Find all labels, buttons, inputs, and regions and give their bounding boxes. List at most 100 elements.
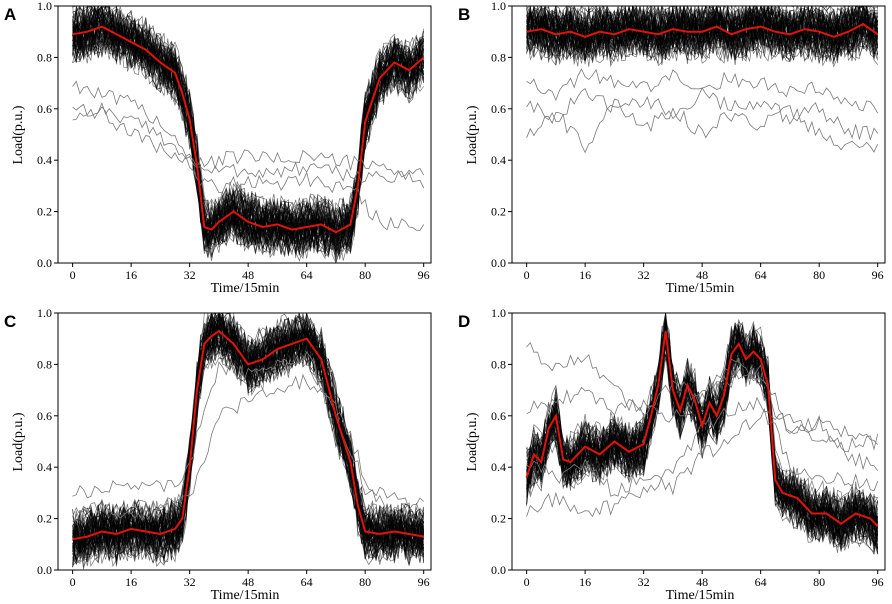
bundle-curve <box>526 327 879 554</box>
x-tick-label: 80 <box>813 575 825 589</box>
y-tick-label: 1.0 <box>491 306 506 320</box>
panel-b-label: B <box>458 5 470 24</box>
x-tick-label: 96 <box>872 268 884 282</box>
panel-b-xlabel: Time/15min <box>666 281 735 296</box>
panel-a-label: A <box>4 5 16 24</box>
typical-curve <box>72 329 424 541</box>
axes-frame <box>511 5 886 264</box>
axes-frame <box>511 312 886 571</box>
bundle-curve <box>72 32 425 258</box>
y-tick-label: 0.0 <box>491 563 506 577</box>
panel-b: B 0 16 32 48 64 80 96 0.0 0.2 0.4 0.6 0.8 1.0 Time/1… <box>458 0 886 296</box>
bundle-curve <box>72 26 424 258</box>
bundle-curve <box>526 6 879 49</box>
x-tick-label: 16 <box>125 575 137 589</box>
outlier-curve <box>526 396 879 518</box>
typical-curve <box>526 22 879 38</box>
bundle-curve <box>526 6 878 49</box>
x-tick-label: 48 <box>696 575 708 589</box>
x-tick-label: 48 <box>696 268 708 282</box>
panel-a-xlabel: Time/15min <box>211 281 280 296</box>
x-tick-label: 32 <box>638 575 650 589</box>
y-tick-label: 0.6 <box>37 102 52 116</box>
x-tick-label: 16 <box>579 575 591 589</box>
x-tick-label: 32 <box>184 575 196 589</box>
bundle-curve <box>526 328 879 548</box>
panel-c-label: C <box>4 312 16 331</box>
y-tick-label: 0.6 <box>491 409 506 423</box>
y-tick-label: 0.0 <box>37 256 52 270</box>
panel-p2-lines <box>72 313 425 570</box>
bundle-curve <box>526 338 879 531</box>
panel-d-xlabel: Time/15min <box>666 588 735 603</box>
bundle-curve <box>72 26 425 261</box>
outlier-curve <box>526 68 879 114</box>
panel-d-label: D <box>458 312 470 331</box>
panel-d-ylabel: Load(p.u.) <box>465 412 480 471</box>
x-tick-label: 64 <box>301 575 313 589</box>
panel-p3-lines <box>525 313 879 555</box>
x-tick-label: 80 <box>813 268 825 282</box>
x-tick-label: 32 <box>638 268 650 282</box>
bundle-curve <box>526 6 879 44</box>
bundle-curve <box>72 317 425 553</box>
x-tick-label: 96 <box>872 575 884 589</box>
bundle-curve <box>72 315 425 547</box>
y-tick-label: 1.0 <box>37 0 52 13</box>
panel-b-ylabel: Load(p.u.) <box>465 105 480 164</box>
y-tick-label: 0.8 <box>491 357 506 371</box>
y-tick-label: 0.2 <box>37 512 52 526</box>
y-tick-label: 0.4 <box>491 460 506 474</box>
panel-d-plot: 0 16 32 48 64 80 96 0.0 0.2 0.4 0.6 0.8 1.0 <box>491 306 886 589</box>
y-tick-label: 0.8 <box>37 357 52 371</box>
y-tick-label: 0.6 <box>37 409 52 423</box>
typical-curve <box>72 25 425 234</box>
panel-c-xlabel: Time/15min <box>211 588 280 603</box>
bundle-curve <box>526 334 879 554</box>
x-tick-label: 0 <box>70 575 76 589</box>
axes-frame <box>57 5 432 264</box>
y-tick-label: 1.0 <box>37 306 52 320</box>
outlier-curve <box>526 341 879 471</box>
outlier-curve <box>72 351 424 511</box>
y-tick-label: 0.4 <box>491 153 506 167</box>
bundle-curve <box>72 331 425 562</box>
y-tick-label: 0.8 <box>37 50 52 64</box>
bundle-curve <box>72 313 424 550</box>
x-tick-label: 32 <box>184 268 196 282</box>
x-tick-label: 64 <box>301 268 313 282</box>
outlier-curve <box>526 98 879 154</box>
y-tick-label: 0.8 <box>491 50 506 64</box>
x-tick-label: 48 <box>242 575 254 589</box>
bundle-curve <box>72 23 425 263</box>
x-tick-label: 96 <box>418 575 430 589</box>
outlier-curve <box>526 407 879 497</box>
x-tick-label: 80 <box>359 268 371 282</box>
outlier-curve <box>526 364 878 445</box>
panel-c-plot: 0 16 32 48 64 80 96 0.0 0.2 0.4 0.6 0.8 1.0 <box>37 306 432 589</box>
outlier-curve <box>72 103 425 231</box>
x-tick-label: 0 <box>524 268 530 282</box>
bundle-curve <box>526 6 879 55</box>
panel-c: C 0 16 32 48 64 80 96 0.0 0.2 0.4 0.6 0.8 1.0 Time/1… <box>4 306 432 603</box>
panel-a-ylabel: Load(p.u.) <box>11 105 26 164</box>
x-tick-label: 16 <box>125 268 137 282</box>
panel-p0-lines <box>72 6 425 263</box>
x-tick-label: 96 <box>418 268 430 282</box>
y-tick-label: 0.2 <box>37 205 52 219</box>
bundle-curve <box>526 333 879 544</box>
panel-p1-lines <box>526 6 879 154</box>
bundle-curve <box>526 335 878 546</box>
y-tick-label: 0.4 <box>37 153 52 167</box>
bundle-curve <box>526 6 879 43</box>
x-tick-label: 0 <box>524 575 530 589</box>
outlier-curve <box>526 87 879 141</box>
outlier-curve <box>72 101 425 178</box>
y-tick-label: 0.0 <box>491 256 506 270</box>
x-tick-label: 64 <box>755 268 767 282</box>
y-tick-label: 0.0 <box>37 563 52 577</box>
panel-b-plot: 0 16 32 48 64 80 96 0.0 0.2 0.4 0.6 0.8 1.0 <box>491 0 886 282</box>
bundle-curve <box>526 18 879 66</box>
outlier-curve <box>72 373 425 522</box>
